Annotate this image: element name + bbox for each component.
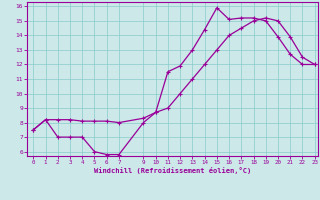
X-axis label: Windchill (Refroidissement éolien,°C): Windchill (Refroidissement éolien,°C) xyxy=(94,167,252,174)
